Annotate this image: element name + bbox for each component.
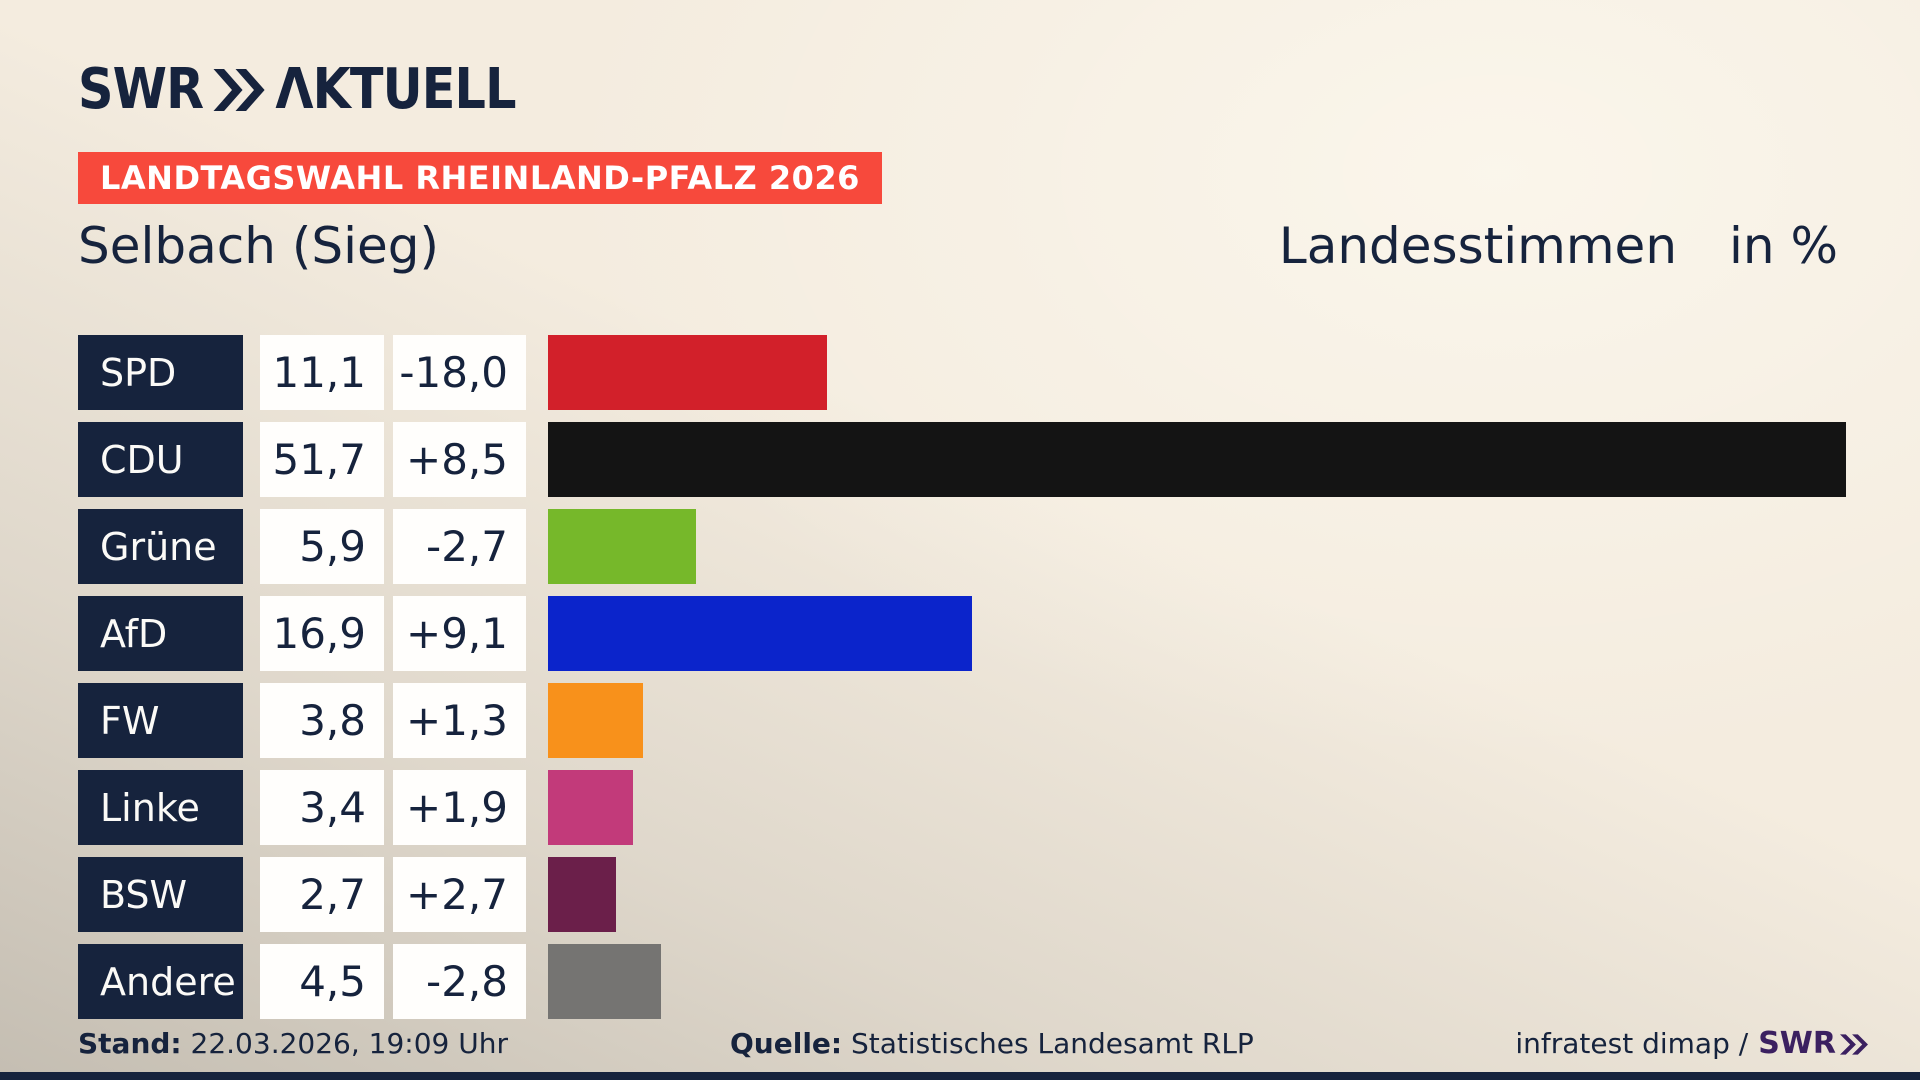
value-cell: 4,5 bbox=[260, 944, 384, 1019]
table-row: SPD 11,1 -18,0 bbox=[78, 335, 1846, 410]
party-label: CDU bbox=[78, 422, 243, 497]
result-bar bbox=[548, 509, 697, 584]
change-cell: +1,3 bbox=[393, 683, 526, 758]
bar-track bbox=[548, 596, 1846, 671]
footer: Stand: 22.03.2026, 19:09 Uhr Quelle: Sta… bbox=[0, 1026, 1920, 1066]
table-row: FW 3,8 +1,3 bbox=[78, 683, 1846, 758]
bar-track bbox=[548, 770, 1846, 845]
swr-logo-small: SWR bbox=[1758, 1026, 1868, 1062]
footer-stand: Stand: 22.03.2026, 19:09 Uhr bbox=[78, 1026, 508, 1062]
footer-credit: infratest dimap / SWR bbox=[1515, 1026, 1868, 1062]
bar-track bbox=[548, 335, 1846, 410]
bar-track bbox=[548, 683, 1846, 758]
swr-aktuell-logo: SWR ΛKTUELL bbox=[78, 62, 516, 118]
party-label: SPD bbox=[78, 335, 243, 410]
quelle-value: Statistisches Landesamt RLP bbox=[851, 1027, 1254, 1060]
axis-title: Landesstimmen in % bbox=[1278, 217, 1838, 276]
result-bar bbox=[548, 857, 616, 932]
result-bar bbox=[548, 596, 973, 671]
bar-track bbox=[548, 944, 1846, 1019]
value-cell: 11,1 bbox=[260, 335, 384, 410]
swr-small-chevron-icon bbox=[1840, 1033, 1868, 1055]
swr-small-text: SWR bbox=[1758, 1026, 1836, 1061]
axis-unit-label: in % bbox=[1729, 217, 1838, 275]
stand-label: Stand: bbox=[78, 1027, 182, 1060]
change-cell: +2,7 bbox=[393, 857, 526, 932]
result-bar bbox=[548, 770, 634, 845]
result-bar bbox=[548, 944, 661, 1019]
swr-double-chevron-icon bbox=[213, 69, 265, 111]
party-label: Linke bbox=[78, 770, 243, 845]
axis-title-label: Landesstimmen bbox=[1278, 217, 1678, 275]
credit-text: infratest dimap / bbox=[1515, 1027, 1749, 1060]
table-row: Grüne 5,9 -2,7 bbox=[78, 509, 1846, 584]
change-cell: +1,9 bbox=[393, 770, 526, 845]
result-bar bbox=[548, 422, 1846, 497]
page-title: Selbach (Sieg) bbox=[78, 217, 439, 275]
value-cell: 3,4 bbox=[260, 770, 384, 845]
result-bar bbox=[548, 335, 827, 410]
quelle-label: Quelle: bbox=[730, 1027, 843, 1060]
bar-track bbox=[548, 509, 1846, 584]
table-row: Linke 3,4 +1,9 bbox=[78, 770, 1846, 845]
aktuell-logo-text: ΛKTUELL bbox=[275, 57, 516, 122]
party-label: FW bbox=[78, 683, 243, 758]
value-cell: 2,7 bbox=[260, 857, 384, 932]
change-cell: -18,0 bbox=[393, 335, 526, 410]
value-cell: 5,9 bbox=[260, 509, 384, 584]
change-cell: +8,5 bbox=[393, 422, 526, 497]
value-cell: 16,9 bbox=[260, 596, 384, 671]
results-table: SPD 11,1 -18,0 CDU 51,7 +8,5 Grüne 5,9 -… bbox=[78, 335, 1846, 1019]
footer-quelle: Quelle: Statistisches Landesamt RLP bbox=[730, 1026, 1254, 1062]
table-row: Andere 4,5 -2,8 bbox=[78, 944, 1846, 1019]
party-label: Grüne bbox=[78, 509, 243, 584]
result-bar bbox=[548, 683, 644, 758]
change-cell: -2,7 bbox=[393, 509, 526, 584]
bar-track bbox=[548, 422, 1846, 497]
party-label: BSW bbox=[78, 857, 243, 932]
table-row: BSW 2,7 +2,7 bbox=[78, 857, 1846, 932]
party-label: Andere bbox=[78, 944, 243, 1019]
value-cell: 3,8 bbox=[260, 683, 384, 758]
election-banner: LANDTAGSWAHL RHEINLAND-PFALZ 2026 bbox=[78, 152, 882, 204]
title-row: Selbach (Sieg) Landesstimmen in % bbox=[78, 217, 1838, 276]
change-cell: -2,8 bbox=[393, 944, 526, 1019]
table-row: CDU 51,7 +8,5 bbox=[78, 422, 1846, 497]
table-row: AfD 16,9 +9,1 bbox=[78, 596, 1846, 671]
change-cell: +9,1 bbox=[393, 596, 526, 671]
value-cell: 51,7 bbox=[260, 422, 384, 497]
stand-value: 22.03.2026, 19:09 Uhr bbox=[190, 1027, 508, 1060]
bottom-bar bbox=[0, 1072, 1920, 1080]
swr-logo-text: SWR bbox=[78, 57, 204, 122]
bar-track bbox=[548, 857, 1846, 932]
party-label: AfD bbox=[78, 596, 243, 671]
